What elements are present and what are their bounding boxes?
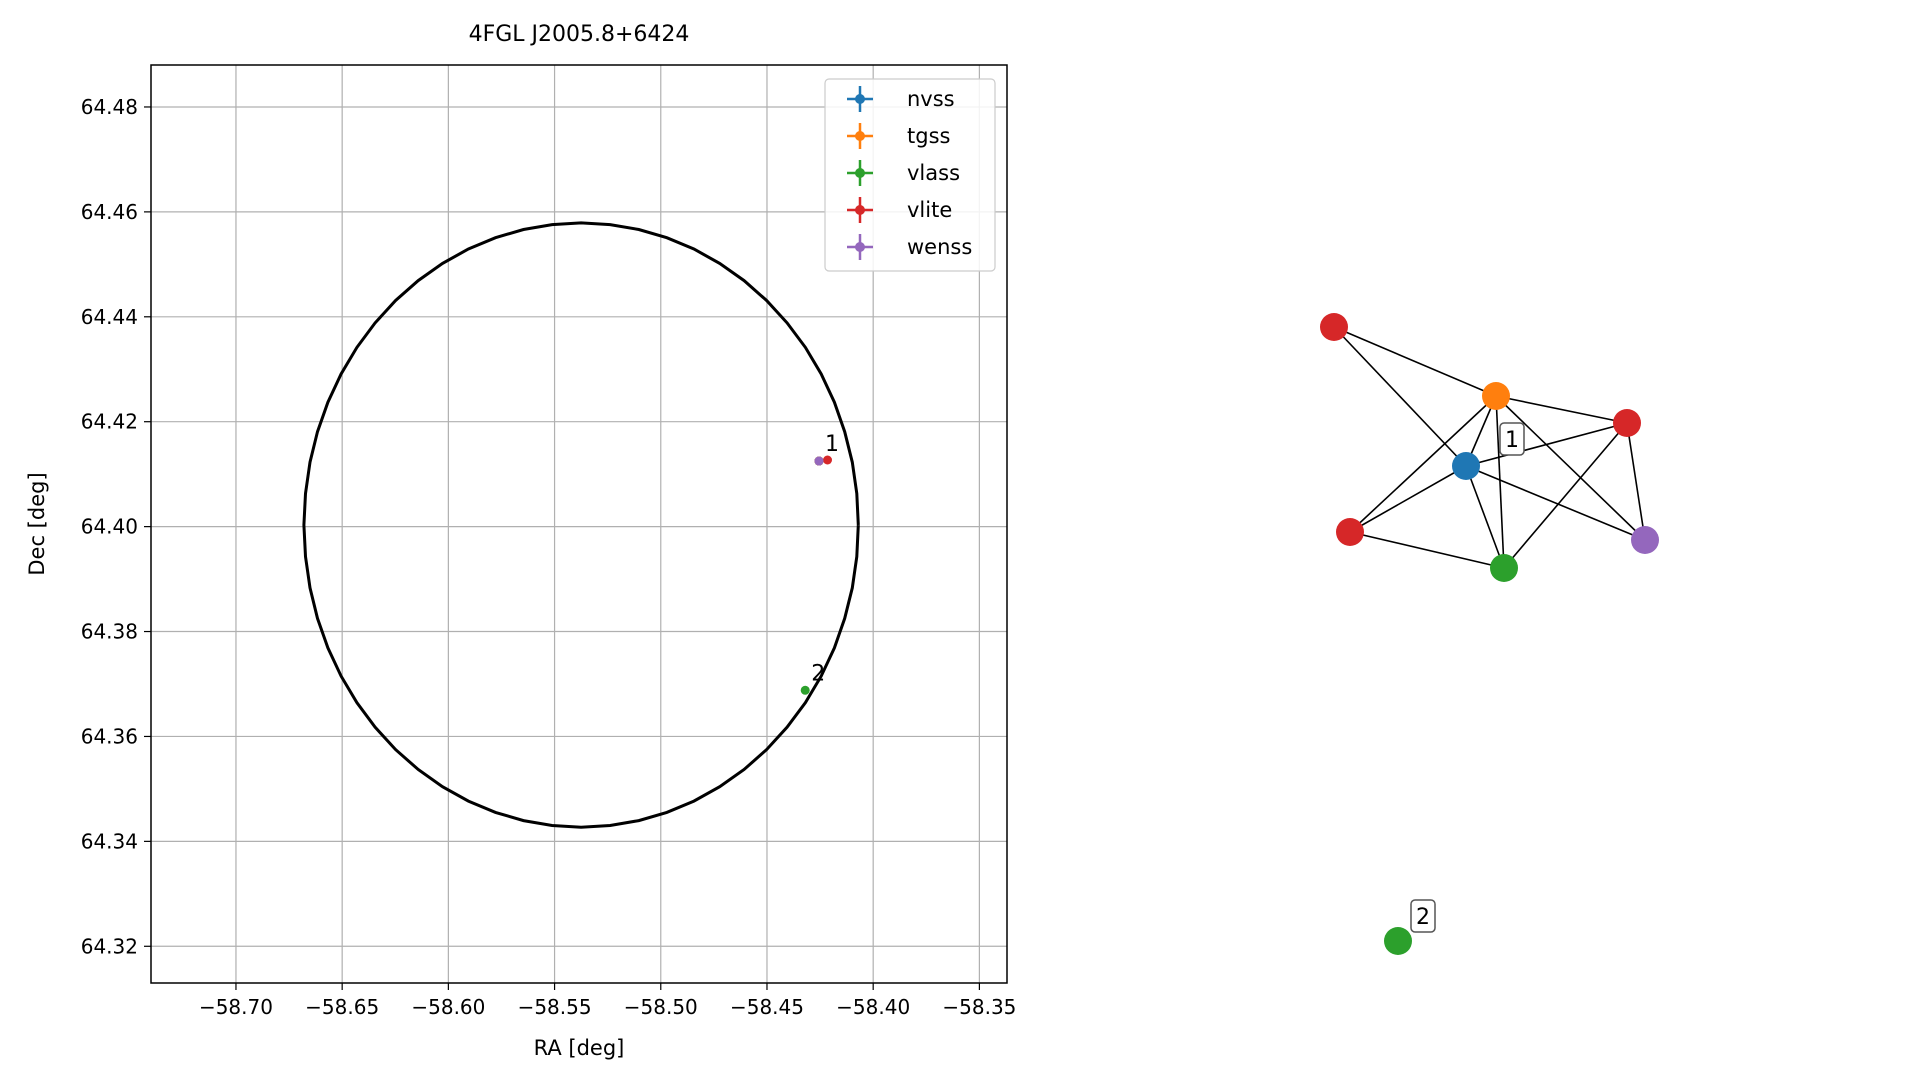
network-edge xyxy=(1333,326,1497,397)
network-node-vlass-a xyxy=(1490,554,1518,582)
legend-marker-dot xyxy=(855,94,865,104)
network-nodes xyxy=(1320,313,1659,955)
y-ticks: 64.32 64.34 64.36 64.38 64.40 64.42 64.44 64.46… xyxy=(81,95,151,958)
legend-label: vlass xyxy=(907,161,960,185)
network-edges xyxy=(1333,326,1646,569)
legend-marker-dot xyxy=(855,131,865,141)
network-edge xyxy=(1495,395,1505,569)
x-tick-label: −58.60 xyxy=(411,995,485,1019)
network-node-vlite-a xyxy=(1320,313,1348,341)
legend-box xyxy=(824,78,996,272)
legend-label: tgss xyxy=(907,124,950,148)
network-node-wenss xyxy=(1631,526,1659,554)
annotations-layer: 12 xyxy=(811,432,839,686)
x-tick-label: −58.40 xyxy=(836,995,910,1019)
network-edge xyxy=(1495,395,1646,541)
y-tick-label: 64.36 xyxy=(81,724,138,748)
plot-frame xyxy=(150,64,1008,984)
point-annotation: 2 xyxy=(811,661,825,686)
y-tick-label: 64.38 xyxy=(81,620,138,644)
x-tick-label: −58.50 xyxy=(624,995,698,1019)
y-tick-label: 64.42 xyxy=(81,410,138,434)
legend: nvss tgss vlass vlite wenss xyxy=(824,78,996,272)
network-edge xyxy=(1465,422,1628,467)
network-node-nvss xyxy=(1452,452,1480,480)
y-tick-label: 64.32 xyxy=(81,934,138,958)
network-node-vlite-b xyxy=(1613,409,1641,437)
network-edge xyxy=(1349,531,1505,569)
network-label-box xyxy=(1499,422,1525,456)
x-tick-label: −58.65 xyxy=(305,995,379,1019)
network-edge xyxy=(1495,395,1628,424)
y-tick-label: 64.34 xyxy=(81,829,138,853)
scatter-panel: 4FGL J2005.8+6424 12 −58.70 −58.65 −58.60−… xyxy=(25,22,1016,1060)
y-tick-label: 64.48 xyxy=(81,95,138,119)
y-tick-label: 64.40 xyxy=(81,515,138,539)
legend-label: wenss xyxy=(907,235,972,259)
chart-title: 4FGL J2005.8+6424 xyxy=(469,22,690,47)
network-label: 2 xyxy=(1416,905,1430,930)
legend-label: nvss xyxy=(907,87,955,111)
point-annotation: 1 xyxy=(825,432,839,457)
point-wenss xyxy=(814,456,824,466)
point-vlass xyxy=(800,685,810,695)
x-ticks: −58.70 −58.65 −58.60 −58.55 −58.50 −58.45 −58.… xyxy=(199,983,1016,1019)
error-ellipse-layer xyxy=(302,221,860,829)
network-node-vlite-c xyxy=(1336,518,1364,546)
network-edge xyxy=(1503,422,1628,569)
point-vlite xyxy=(823,455,833,465)
network-edge xyxy=(1465,465,1646,541)
x-tick-label: −58.45 xyxy=(730,995,804,1019)
network-node-vlass-b xyxy=(1384,927,1412,955)
legend-marker-dot xyxy=(855,168,865,178)
network-edge xyxy=(1349,465,1467,533)
network-panel: 12 xyxy=(1320,313,1659,955)
x-tick-label: −58.70 xyxy=(199,995,273,1019)
x-tick-label: −58.35 xyxy=(942,995,1016,1019)
legend-label: vlite xyxy=(907,198,952,222)
network-label: 1 xyxy=(1505,428,1519,453)
legend-marker-dot xyxy=(855,242,865,252)
y-tick-label: 64.46 xyxy=(81,200,138,224)
x-axis-label: RA [deg] xyxy=(534,1036,625,1060)
points-layer xyxy=(800,455,833,695)
grid xyxy=(151,65,1007,983)
network-edge xyxy=(1333,326,1467,467)
network-label-box xyxy=(1410,899,1436,933)
x-tick-label: −58.55 xyxy=(518,995,592,1019)
network-labels: 12 xyxy=(1410,422,1525,933)
network-edge xyxy=(1349,395,1497,533)
network-edge xyxy=(1465,465,1505,569)
y-tick-label: 64.44 xyxy=(81,305,138,329)
error-ellipse xyxy=(302,221,860,829)
network-edge xyxy=(1626,422,1646,541)
y-axis-label: Dec [deg] xyxy=(25,472,49,575)
legend-marker-dot xyxy=(855,205,865,215)
network-node-tgss xyxy=(1482,382,1510,410)
